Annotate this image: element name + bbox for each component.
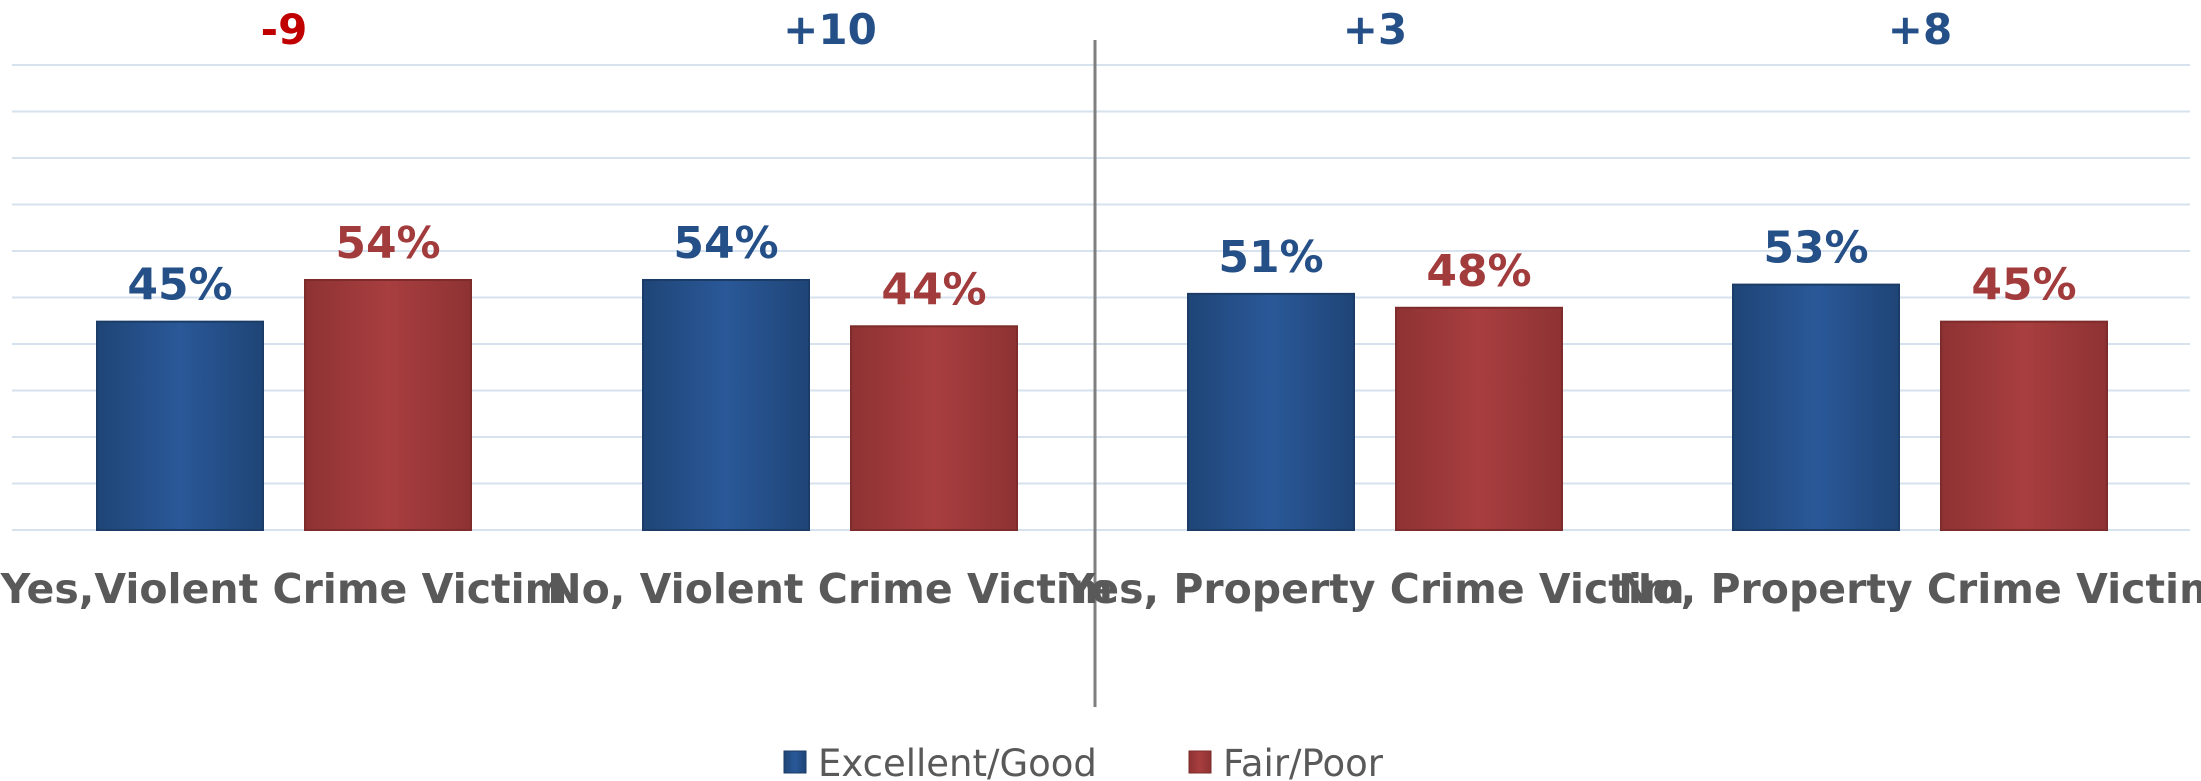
legend-label-excellent-good: Excellent/Good [818,742,1097,781]
difference-label: +10 [783,5,877,54]
difference-label: +3 [1343,5,1407,54]
bar-excellent-good [1187,292,1355,531]
value-label: 48% [1426,246,1531,297]
value-label: 45% [127,260,232,311]
bar-fair-poor [850,325,1018,531]
category-label: No, Property Crime Victim [1618,565,2201,613]
legend: Excellent/Good Fair/Poor [783,742,1384,781]
difference-label: -9 [261,5,308,54]
bar-excellent-good [96,320,264,531]
bar-excellent-good [642,278,810,532]
category-label: Yes,Violent Crime Victim [0,565,567,613]
legend-swatch-excellent-good [783,750,807,774]
category-label: Yes, Property Crime Victim [1064,565,1684,613]
bar-fair-poor [304,278,472,532]
bar-fair-poor [1940,320,2108,531]
labels-layer: 45% 54% Yes,Violent Crime Victim -9 54% 44% No… [0,5,2201,613]
legend-swatch-fair-poor [1188,750,1212,774]
difference-label: +8 [1888,5,1952,54]
bar-fair-poor [1395,306,1563,532]
value-label: 44% [881,264,986,315]
value-label: 53% [1763,223,1868,274]
bar-excellent-good [1732,283,1900,531]
value-label: 54% [673,218,778,269]
value-label: 45% [1971,260,2076,311]
value-label: 51% [1218,232,1323,283]
legend-label-fair-poor: Fair/Poor [1223,742,1384,781]
value-label: 54% [335,218,440,269]
category-label: No, Violent Crime Victim [547,565,1112,613]
bars-layer [96,278,2108,532]
